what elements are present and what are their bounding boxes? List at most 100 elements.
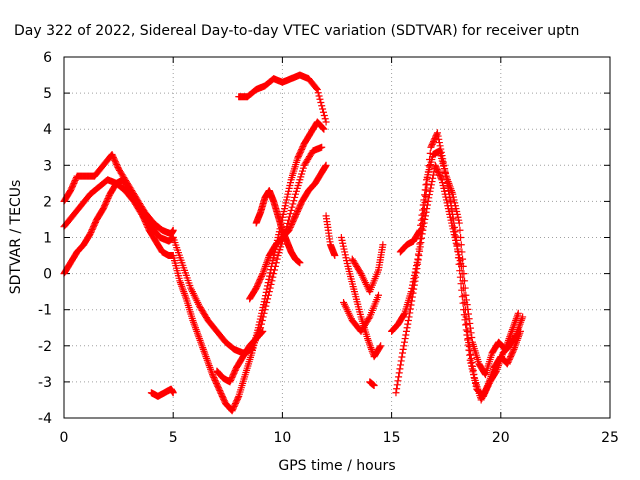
data-point — [316, 95, 324, 103]
data-point — [408, 297, 416, 305]
data-point — [464, 310, 472, 318]
data-point — [417, 239, 425, 247]
data-point — [463, 296, 471, 304]
y-tick-label: 5 — [43, 86, 52, 102]
data-point — [422, 181, 430, 189]
data-point — [434, 132, 442, 140]
data-point — [322, 161, 330, 169]
series-pass-h — [235, 71, 330, 126]
data-point — [399, 349, 407, 357]
x-tick-label: 20 — [492, 430, 510, 446]
data-point — [467, 329, 475, 337]
data-point — [402, 331, 410, 339]
data-point — [398, 353, 406, 361]
series-pass-a — [60, 150, 177, 238]
data-point — [465, 315, 473, 323]
data-point — [291, 193, 299, 201]
y-tick-label: -2 — [38, 339, 52, 355]
data-point — [271, 266, 279, 274]
data-point — [459, 262, 467, 270]
series-pass-d — [147, 385, 177, 400]
data-point — [399, 345, 407, 353]
data-point — [265, 275, 273, 283]
data-point — [466, 324, 474, 332]
data-point — [514, 309, 522, 317]
data-point — [467, 350, 475, 358]
data-point — [463, 327, 471, 335]
data-point — [395, 373, 403, 381]
y-tick-label: -3 — [38, 375, 52, 391]
data-point — [416, 226, 424, 234]
data-point — [319, 108, 327, 116]
y-tick-label: -4 — [38, 411, 52, 427]
data-point — [408, 293, 416, 301]
plot-frame — [63, 56, 611, 419]
data-point — [379, 241, 387, 249]
data-point — [286, 210, 294, 218]
data-point — [409, 289, 417, 297]
x-axis-label: GPS time / hours — [278, 458, 395, 474]
data-point — [318, 102, 326, 110]
data-point — [319, 105, 327, 113]
data-point — [456, 226, 464, 234]
data-point — [400, 310, 408, 318]
data-point — [425, 194, 433, 202]
y-tick-label: -1 — [38, 303, 52, 319]
data-point — [397, 357, 405, 365]
data-points — [60, 71, 527, 415]
data-point — [318, 143, 326, 151]
data-point — [257, 320, 265, 328]
series-pass-o — [366, 378, 378, 390]
data-point — [462, 291, 470, 299]
data-point — [459, 255, 467, 263]
data-point — [427, 184, 435, 192]
data-point — [463, 301, 471, 309]
data-point — [420, 196, 428, 204]
data-point — [407, 301, 415, 309]
data-point — [421, 215, 429, 223]
data-point — [470, 370, 478, 378]
data-point — [461, 284, 469, 292]
data-point — [403, 324, 411, 332]
data-point — [464, 305, 472, 313]
data-point — [435, 139, 443, 147]
data-point — [269, 273, 277, 281]
x-tick-label: 0 — [60, 430, 69, 446]
data-point — [410, 285, 418, 293]
series-pass-l — [337, 234, 385, 361]
data-point — [412, 273, 420, 281]
series-pass-n — [348, 241, 387, 296]
data-point — [463, 320, 471, 328]
data-point — [396, 365, 404, 373]
data-point — [414, 256, 422, 264]
data-point — [435, 135, 443, 143]
x-tick-label: 15 — [383, 430, 401, 446]
data-point — [422, 192, 430, 200]
data-point — [433, 129, 441, 137]
data-point — [234, 394, 242, 402]
data-point — [287, 206, 295, 214]
data-point — [468, 358, 476, 366]
y-tick-label: 3 — [43, 158, 52, 174]
data-point — [421, 191, 429, 199]
data-point — [267, 280, 275, 288]
data-point — [169, 389, 177, 397]
data-point — [455, 219, 463, 227]
data-point — [271, 262, 279, 270]
data-point — [461, 277, 469, 285]
data-point — [264, 291, 272, 299]
data-point — [395, 369, 403, 377]
data-point — [401, 335, 409, 343]
data-point — [394, 377, 402, 385]
data-point — [288, 203, 296, 211]
data-point — [419, 206, 427, 214]
series-pass-m — [340, 291, 382, 335]
series-pass-r — [396, 147, 522, 379]
data-point — [393, 381, 401, 389]
data-point — [467, 354, 475, 362]
series-pass-k — [322, 212, 339, 260]
data-point — [289, 200, 297, 208]
data-point — [509, 347, 517, 355]
data-point — [296, 259, 304, 267]
data-point — [376, 343, 384, 351]
